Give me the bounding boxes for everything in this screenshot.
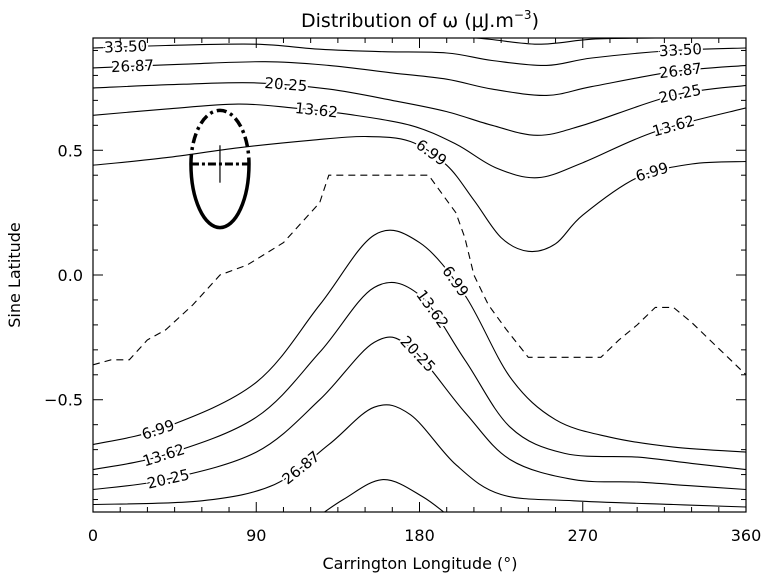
chart-title: Distribution of ω (μJ.m−3) — [301, 8, 539, 32]
contour-line-13-62 — [93, 281, 746, 471]
contour-label: 13.62 — [650, 112, 696, 141]
contour-label: 33.50 — [659, 40, 703, 60]
contour-label: 26.87 — [658, 59, 703, 82]
y-tick-label: 0.0 — [58, 266, 83, 285]
contour-line-33-5 — [93, 43, 746, 66]
contour-label: 6.99 — [438, 263, 472, 301]
contour-line-20-25 — [93, 336, 746, 491]
contour-line-20-25 — [93, 82, 746, 136]
x-axis-label: Carrington Longitude (°) — [322, 554, 517, 573]
x-tick-label: 90 — [246, 526, 266, 545]
contour-label: 20.25 — [145, 465, 191, 492]
contour-label: 33.50 — [104, 37, 148, 57]
plot-frame — [92, 37, 747, 513]
marker-ellipse-upper — [189, 108, 251, 164]
y-axis-label: Sine Latitude — [5, 222, 24, 328]
contour-line-13-62 — [93, 103, 746, 179]
axes: 0 90 180 270 360 −0.5 0.0 0.5 — [44, 37, 762, 545]
contour-label: 20.25 — [264, 74, 308, 95]
marker-ellipse-lower — [189, 163, 251, 230]
contour-label: 20.25 — [396, 332, 439, 376]
contour-label: 20.25 — [657, 81, 703, 107]
contour-line-6-99 — [93, 135, 746, 253]
contour-label: 6.99 — [633, 159, 670, 186]
y-tick-label: 0.5 — [58, 141, 83, 160]
contour-label: 6.99 — [412, 136, 450, 170]
x-tick-label: 270 — [567, 526, 598, 545]
contour-line-26-87 — [93, 61, 746, 96]
contour-lines — [93, 38, 746, 512]
source-region-marker — [189, 108, 251, 230]
dashed-boundary-line — [93, 174, 746, 376]
contour-label: 13.62 — [141, 440, 187, 470]
contour-label: 26.87 — [111, 56, 155, 76]
contour-label: 13.62 — [412, 286, 452, 331]
contour-line-26-87 — [93, 404, 746, 508]
contour-label: 26.87 — [279, 447, 324, 488]
contour-line-33-5 — [323, 479, 445, 512]
contour-label: 6.99 — [139, 416, 176, 444]
contour-line-6-99 — [93, 229, 746, 453]
x-tick-label: 0 — [88, 526, 98, 545]
x-tick-label: 180 — [404, 526, 435, 545]
contour-label: 13.62 — [294, 99, 339, 122]
x-tick-label: 360 — [731, 526, 762, 545]
y-tick-label: −0.5 — [44, 391, 83, 410]
